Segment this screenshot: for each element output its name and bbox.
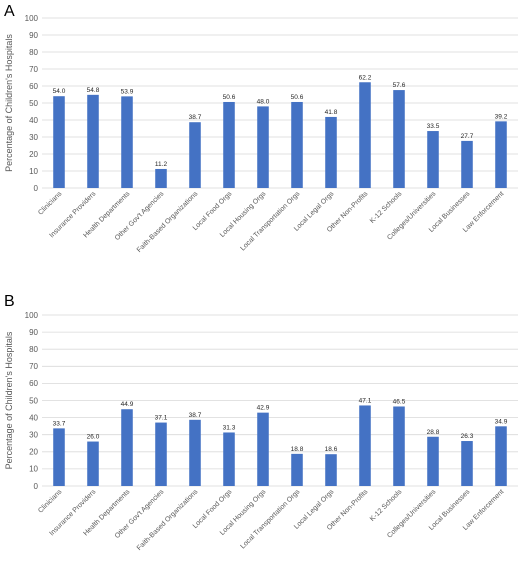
bar [87, 94, 99, 188]
bar [461, 441, 473, 486]
y-tick-label: 0 [34, 482, 39, 491]
bar [495, 426, 507, 486]
data-label: 38.7 [189, 114, 202, 121]
y-tick-label: 20 [29, 150, 38, 159]
x-tick-label: Faith-Based Organizations [136, 488, 200, 552]
y-tick-label: 90 [29, 328, 38, 337]
bar [359, 82, 371, 188]
bar [223, 101, 235, 188]
y-tick-label: 30 [29, 133, 38, 142]
data-label: 44.9 [121, 401, 134, 408]
panel-label: B [4, 293, 15, 310]
data-label: 53.9 [121, 88, 134, 95]
y-tick-label: 10 [29, 167, 38, 176]
bar [325, 454, 337, 486]
data-label: 27.7 [461, 133, 474, 140]
bar [189, 122, 201, 188]
bar [121, 96, 133, 188]
bar [223, 432, 235, 486]
y-tick-label: 70 [29, 362, 38, 371]
bar [257, 412, 269, 486]
bar [393, 90, 405, 188]
bar [53, 428, 65, 486]
data-label: 26.0 [87, 434, 100, 441]
bar [325, 116, 337, 188]
y-tick-label: 40 [29, 116, 38, 125]
y-tick-label: 40 [29, 413, 38, 422]
bar [461, 140, 473, 188]
y-tick-label: 70 [29, 65, 38, 74]
x-tick-label: K-12 Schools [369, 190, 404, 225]
x-tick-label: Faith-Based Organizations [136, 190, 200, 254]
y-tick-label: 90 [29, 31, 38, 40]
bar [155, 422, 167, 486]
data-label: 28.8 [427, 429, 440, 436]
x-tick-label: Clinicians [37, 488, 63, 514]
bar [53, 96, 65, 188]
data-label: 33.7 [53, 420, 66, 427]
data-label: 48.0 [257, 98, 270, 105]
y-tick-label: 60 [29, 379, 38, 388]
y-tick-label: 0 [34, 184, 39, 193]
bar [189, 419, 201, 486]
data-label: 18.8 [291, 446, 304, 453]
bar [427, 436, 439, 486]
data-label: 46.5 [393, 398, 406, 405]
x-tick-label: K-12 Schools [369, 488, 404, 523]
bar [121, 409, 133, 486]
data-label: 39.2 [495, 113, 508, 120]
data-label: 54.8 [87, 87, 100, 94]
x-tick-label: Local Transportation Orgs [240, 488, 302, 550]
data-label: 31.3 [223, 424, 236, 431]
chart-panel-a: A 0 10 20 30 40 50 60 70 80 90 100 Percentage of Chi… [4, 3, 518, 254]
data-label: 42.9 [257, 405, 270, 412]
y-tick-label: 100 [25, 311, 39, 320]
x-tick-label: Local Transportation Orgs [240, 190, 302, 252]
data-label: 54.0 [53, 88, 66, 95]
y-tick-label: 30 [29, 431, 38, 440]
y-axis-label: Percentage of Children's Hospitals [4, 34, 14, 172]
y-tick-label: 60 [29, 82, 38, 91]
data-label: 33.5 [427, 123, 440, 130]
data-label: 50.6 [223, 94, 236, 101]
y-tick-label: 50 [29, 99, 38, 108]
y-axis-label: Percentage of Children's Hospitals [4, 331, 14, 469]
data-label: 50.6 [291, 94, 304, 101]
y-tick-label: 20 [29, 448, 38, 457]
panel-label: A [4, 3, 15, 20]
data-label: 11.2 [155, 161, 168, 168]
data-label: 38.7 [189, 412, 202, 419]
bar [291, 101, 303, 188]
bar [427, 131, 439, 188]
x-tick-label: Clinicians [37, 190, 63, 216]
bar [291, 453, 303, 486]
data-label: 47.1 [359, 397, 372, 404]
bar [87, 441, 99, 486]
y-tick-label: 80 [29, 345, 38, 354]
data-label: 57.6 [393, 82, 406, 89]
chart-panel-b: B 0 10 20 30 40 50 60 70 80 90 100 Percentage of Chi… [4, 293, 518, 552]
bar [257, 106, 269, 188]
bar [155, 168, 167, 188]
y-tick-label: 10 [29, 465, 38, 474]
data-label: 18.6 [325, 446, 338, 453]
y-tick-label: 80 [29, 48, 38, 57]
data-label: 37.1 [155, 415, 168, 422]
bar [393, 406, 405, 486]
data-label: 26.3 [461, 433, 474, 440]
bar [495, 121, 507, 188]
data-label: 34.9 [495, 418, 508, 425]
data-label: 41.8 [325, 109, 338, 116]
y-tick-label: 50 [29, 396, 38, 405]
y-tick-label: 100 [25, 14, 39, 23]
data-label: 62.2 [359, 74, 372, 81]
bar [359, 405, 371, 486]
